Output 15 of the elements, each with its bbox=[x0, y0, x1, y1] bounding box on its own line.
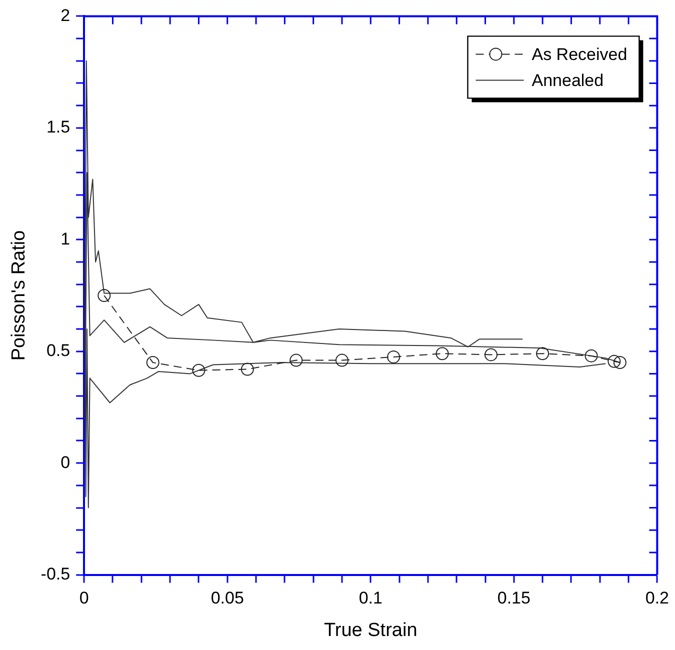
x-tick-label: 0.05 bbox=[210, 588, 244, 608]
x-tick-label: 0 bbox=[79, 588, 89, 608]
x-tick-label: 0.1 bbox=[358, 588, 382, 608]
y-tick-label: 0 bbox=[60, 452, 70, 472]
y-axis-title: Poisson's Ratio bbox=[8, 230, 30, 361]
legend-label: As Received bbox=[532, 44, 628, 64]
y-tick-label: 0.5 bbox=[46, 341, 70, 360]
x-tick-label: 0.15 bbox=[497, 588, 530, 608]
y-tick-label: 2 bbox=[60, 6, 70, 25]
y-tick-label: -0.5 bbox=[40, 564, 70, 584]
legend-label: Annealed bbox=[532, 70, 604, 90]
x-tick-label: 0.2 bbox=[645, 588, 670, 608]
x-axis-title: True Strain bbox=[324, 620, 418, 641]
y-tick-label: 1 bbox=[60, 229, 70, 248]
y-tick-label: 1.5 bbox=[46, 118, 70, 137]
